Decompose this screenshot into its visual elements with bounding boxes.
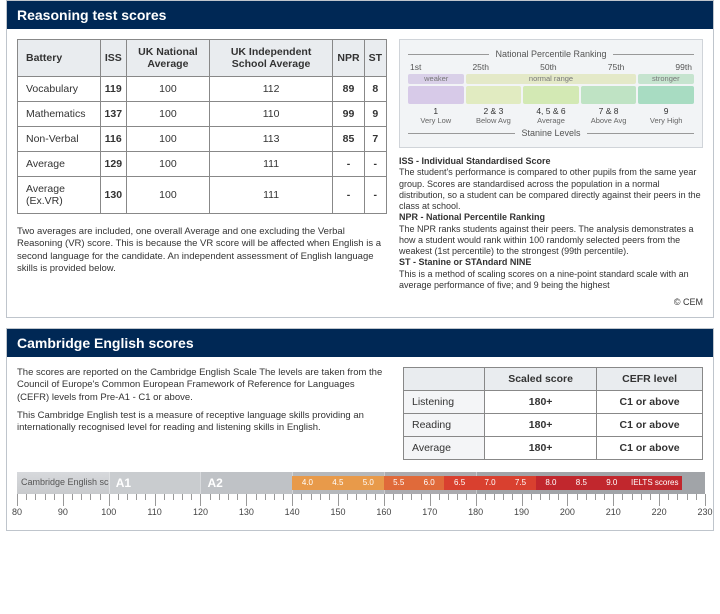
english-scale-ruler: Cambridge English scale A1A2B1B2C1 or ab… <box>17 472 703 520</box>
cambridge-panel: Cambridge English scores The scores are … <box>6 328 714 531</box>
table-row: Vocabulary119100112898 <box>18 77 387 102</box>
reasoning-table: BatteryISSUK National AverageUK Independ… <box>17 39 387 214</box>
cefr-level: A1 <box>109 472 201 494</box>
cambridge-desc: The scores are reported on the Cambridge… <box>17 367 389 460</box>
table-row: Non-Verbal116100113857 <box>18 127 387 152</box>
npr-label: National Percentile Ranking <box>495 49 606 59</box>
table-row: Reading180+C1 or above <box>404 414 703 437</box>
stanine-box: 2 & 3Below Avg <box>466 86 522 125</box>
reasoning-title: Reasoning test scores <box>7 1 713 29</box>
stanine-box: 4, 5 & 6Average <box>523 86 579 125</box>
definitions: ISS - Individual Standardised Score The … <box>399 156 703 291</box>
cefr-level: A2 <box>200 472 292 494</box>
table-header: UK National Average <box>127 40 210 77</box>
table-header: UK Independent School Average <box>209 40 333 77</box>
table-header: ST <box>364 40 386 77</box>
table-row: Average (Ex.VR)130100111-- <box>18 177 387 214</box>
table-row: Mathematics137100110999 <box>18 102 387 127</box>
reasoning-panel: Reasoning test scores BatteryISSUK Natio… <box>6 0 714 318</box>
stanine-label: Stanine Levels <box>521 128 580 138</box>
reasoning-note: Two averages are included, one overall A… <box>17 226 387 275</box>
stanine-box: 1Very Low <box>408 86 464 125</box>
table-header: NPR <box>333 40 364 77</box>
table-row: Average180+C1 or above <box>404 437 703 460</box>
table-row: Listening180+C1 or above <box>404 391 703 414</box>
ielts-band: 4.04.55.05.56.06.57.07.58.08.59.0 <box>292 476 627 490</box>
table-row: Average129100111-- <box>18 152 387 177</box>
stanine-box: 9Very High <box>638 86 694 125</box>
cambridge-title: Cambridge English scores <box>7 329 713 357</box>
stanine-box: 7 & 8Above Avg <box>581 86 637 125</box>
cefr-table: Scaled scoreCEFR level Listening180+C1 o… <box>403 367 703 460</box>
cem-copyright: © CEM <box>399 297 703 307</box>
percentile-widget: National Percentile Ranking 1st25th50th7… <box>399 39 703 148</box>
table-header: ISS <box>100 40 127 77</box>
table-header: Battery <box>18 40 101 77</box>
